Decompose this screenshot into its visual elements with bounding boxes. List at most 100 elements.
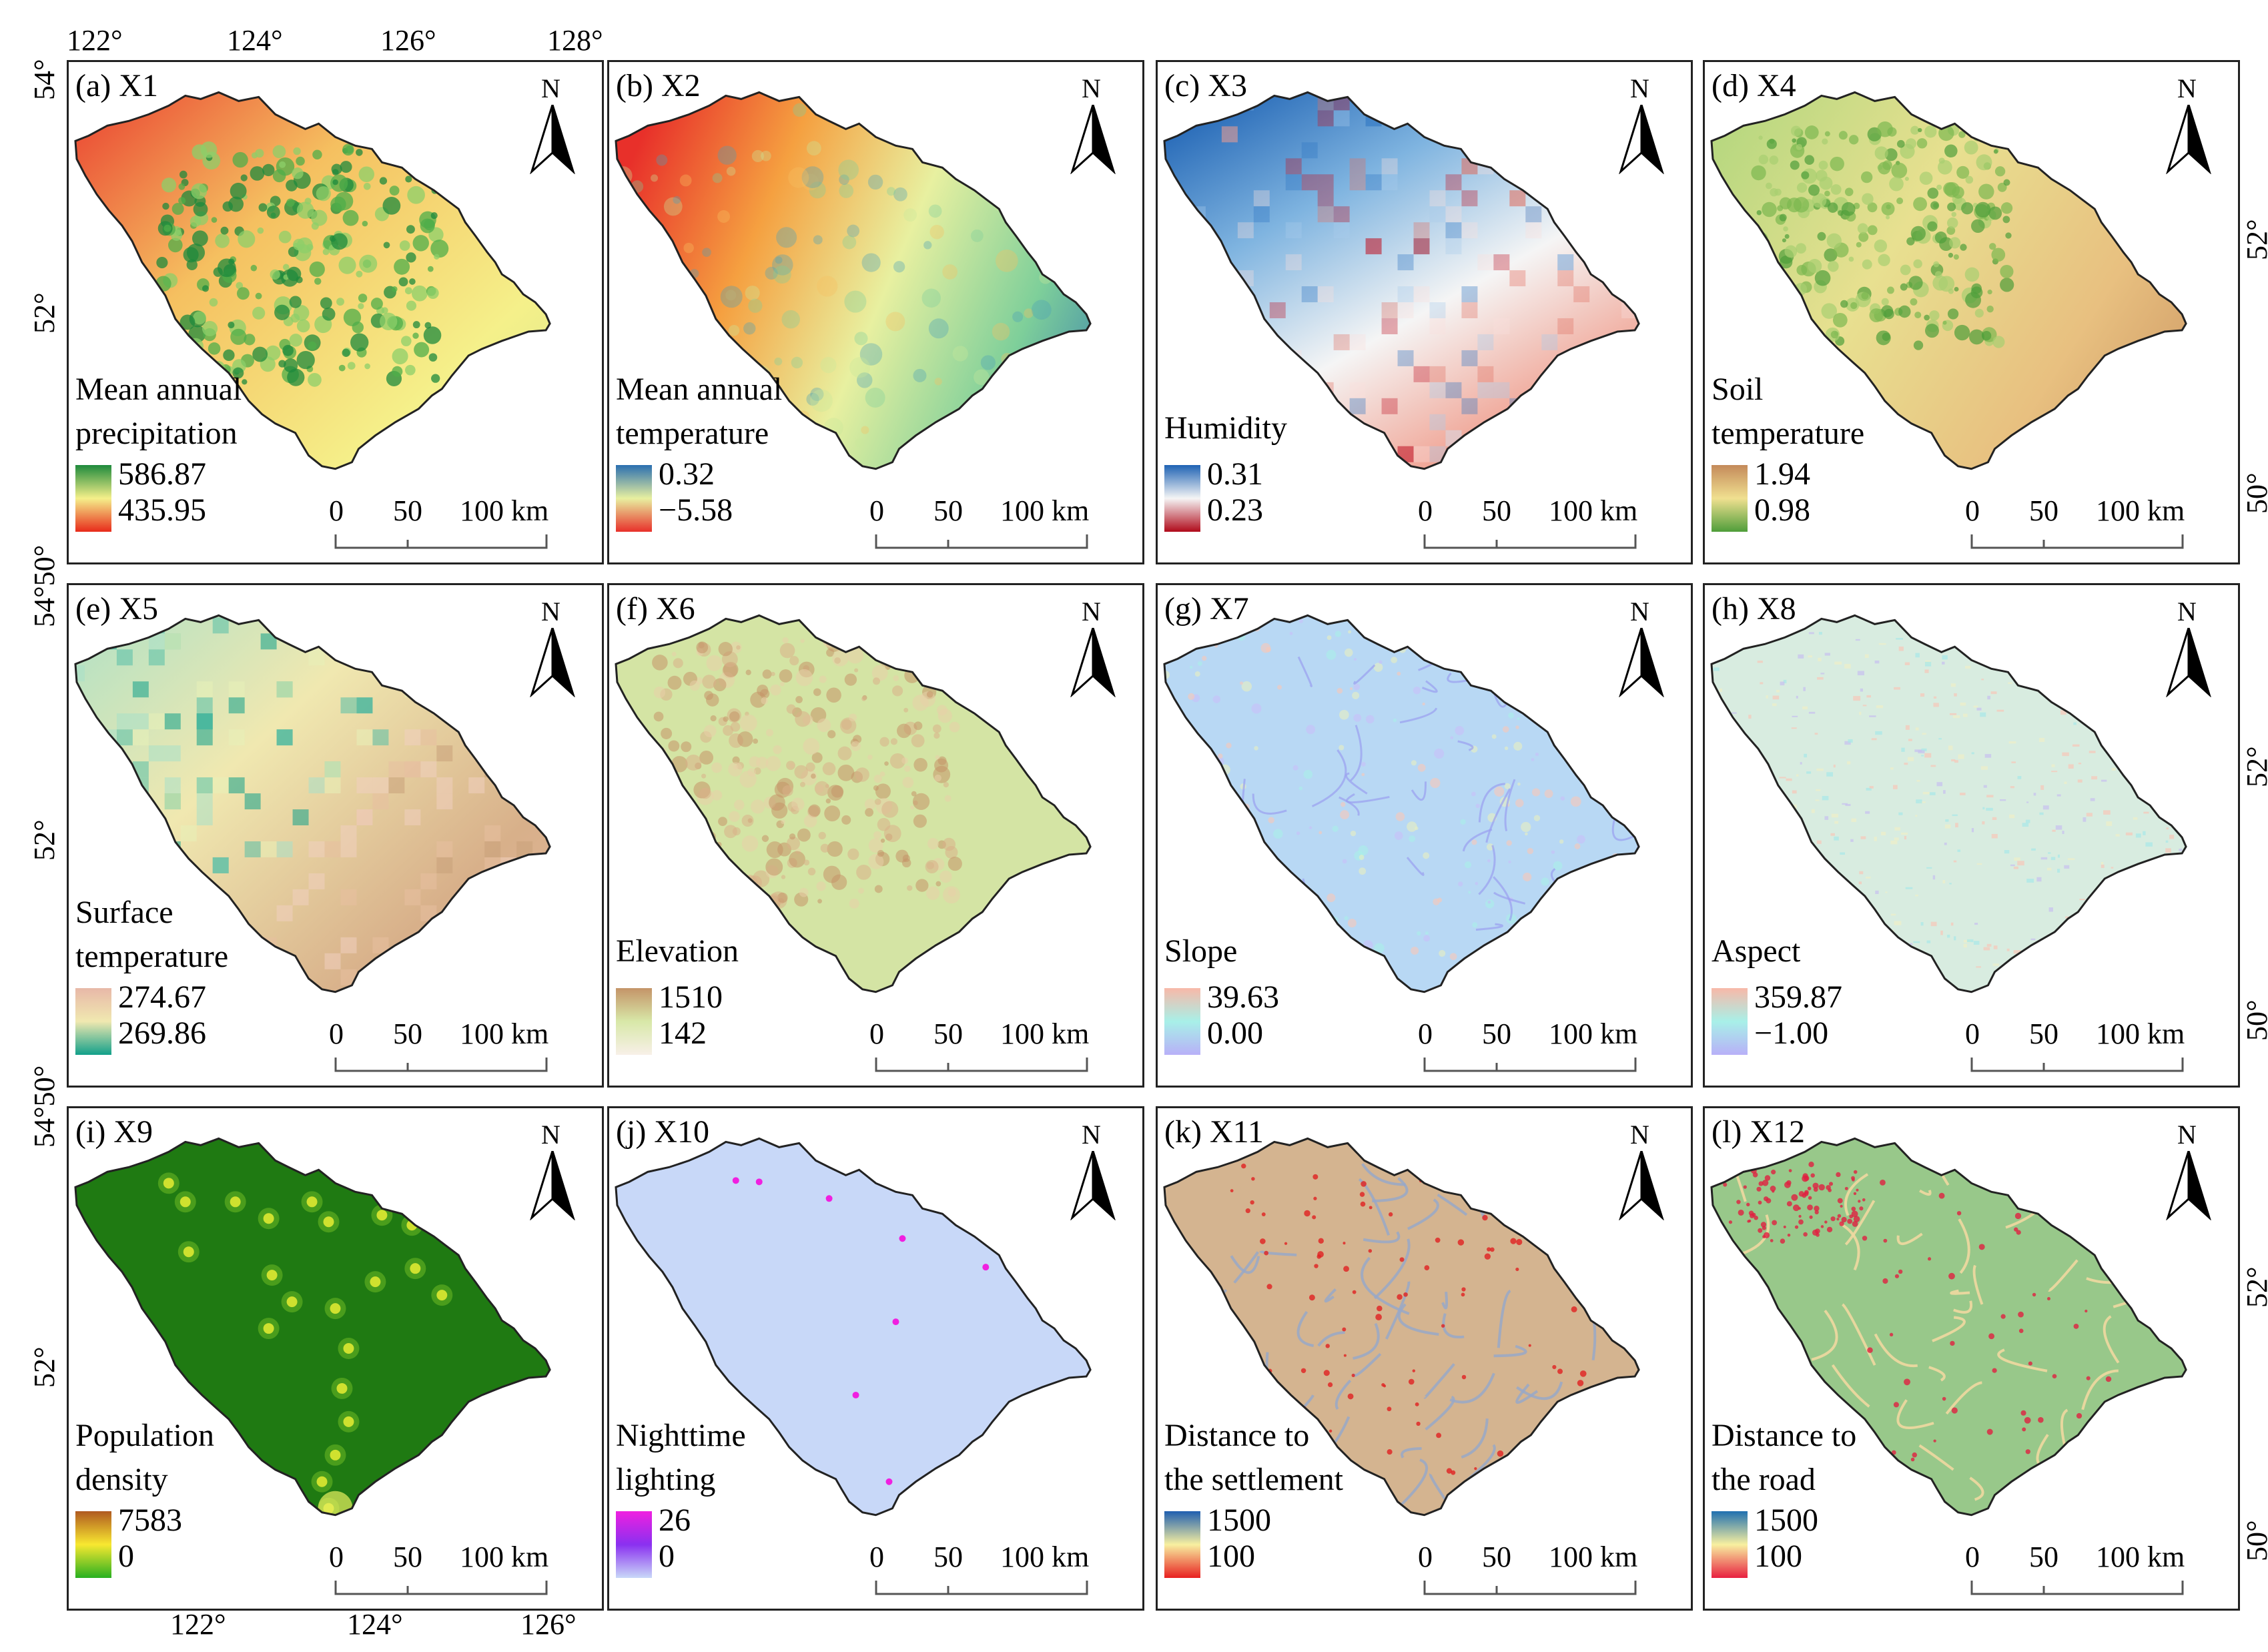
scale-end: 100 km	[1549, 1541, 1638, 1573]
north-arrow-icon	[2166, 628, 2211, 697]
scale-zero: 0	[1418, 494, 1433, 527]
scale-bar-line	[334, 1581, 548, 1595]
left-lat-label: 52°	[28, 292, 61, 334]
legend-min-value: −5.58	[659, 492, 733, 528]
north-arrow-icon	[1619, 105, 1664, 174]
scale-mid: 50	[2029, 494, 2058, 527]
north-letter: N	[1630, 73, 1649, 103]
scale-bar: 0 50 100 km	[1418, 494, 1698, 561]
region-map	[1163, 91, 1640, 470]
right-lat-label: 52°	[2241, 219, 2268, 260]
region-map	[1710, 614, 2187, 993]
bottom-lon-label: 122°	[170, 1608, 226, 1641]
scale-bar-line	[1970, 1581, 2184, 1595]
legend-title-line: temperature	[616, 416, 769, 451]
scale-bar: 0 50 100 km	[1965, 494, 2245, 561]
left-lat-label: 54°50°	[28, 1065, 61, 1148]
north-arrow: N	[1063, 74, 1123, 174]
scale-mid: 50	[933, 1541, 963, 1573]
right-lat-label: 50°	[2241, 472, 2268, 514]
left-lat-label: 54°	[28, 59, 61, 100]
legend-title-line: Nighttime	[616, 1418, 746, 1453]
region-map	[615, 1137, 1092, 1517]
region-map	[615, 614, 1092, 993]
scale-bar-line	[1970, 1058, 2184, 1072]
region-map	[74, 1137, 551, 1517]
scale-bar: 0 50 100 km	[329, 1017, 609, 1084]
scale-end: 100 km	[2096, 494, 2185, 527]
scale-bar-line	[875, 1058, 1088, 1072]
north-arrow: N	[522, 597, 583, 697]
legend-color-ramp	[1164, 988, 1200, 1055]
legend-min-value: 100	[1754, 1539, 1802, 1574]
map-panel-x9: (i) X9 N Population density 7583 0 0 50 100 km	[67, 1106, 604, 1611]
scale-bar-line	[1423, 1058, 1637, 1072]
legend-min-value: 269.86	[118, 1015, 206, 1051]
map-panel-x10: (j) X10 N Nighttime lighting 26 0 0 50 100 km	[607, 1106, 1144, 1611]
scale-end: 100 km	[1549, 1017, 1638, 1050]
scale-zero: 0	[1418, 1017, 1433, 1050]
map-panel-x1: (a) X1 N Mean annual precipitation 586.87 435…	[67, 60, 604, 564]
scale-mid: 50	[933, 494, 963, 527]
scale-mid: 50	[2029, 1017, 2058, 1050]
legend-min-value: 142	[659, 1015, 707, 1051]
legend-title-line: the road	[1712, 1462, 1816, 1497]
top-lon-label: 128°	[547, 24, 603, 57]
legend-title-line: Slope	[1164, 933, 1238, 969]
color-legend: 1.94 0.98	[1712, 456, 1965, 532]
scale-end: 100 km	[460, 1541, 549, 1573]
map-panel-x2: (b) X2 N Mean annual temperature 0.32 −5.58 0 5…	[607, 60, 1144, 564]
legend-color-ramp	[1712, 988, 1748, 1055]
legend-title-line: Distance to	[1712, 1418, 1857, 1453]
legend-color-ramp	[1712, 1511, 1748, 1578]
panel-title: (d) X4	[1712, 68, 1796, 103]
top-lon-label: 124°	[227, 24, 283, 57]
map-panel-x6: (f) X6 N Elevation 1510 142 0 50 100 km	[607, 583, 1144, 1088]
north-arrow-icon	[2166, 1151, 2211, 1220]
map-panel-x8: (h) X8 N Aspect 359.87 −1.00 0 50 100 km	[1703, 583, 2240, 1088]
north-arrow: N	[1611, 1120, 1671, 1220]
scale-zero: 0	[1965, 1541, 1980, 1573]
north-letter: N	[1630, 1120, 1649, 1150]
panel-title: (e) X5	[75, 591, 158, 627]
region-map	[1710, 91, 2187, 470]
region-map	[74, 614, 551, 993]
north-arrow: N	[1611, 74, 1671, 174]
top-lon-label: 126°	[380, 24, 436, 57]
scale-end: 100 km	[1549, 494, 1638, 527]
panel-title: (i) X9	[75, 1114, 153, 1150]
north-arrow-icon	[1619, 1151, 1664, 1220]
legend-max-value: 1510	[659, 979, 723, 1015]
legend-color-ramp	[616, 465, 652, 532]
legend-min-value: 0.98	[1754, 492, 1810, 528]
legend-max-value: 26	[659, 1503, 691, 1538]
scale-bar-line	[1423, 1581, 1637, 1595]
panel-title: (h) X8	[1712, 591, 1796, 627]
scale-bar: 0 50 100 km	[869, 1541, 1150, 1607]
scale-zero: 0	[869, 1541, 884, 1573]
legend-min-value: 0.00	[1207, 1015, 1263, 1051]
scale-zero: 0	[329, 1017, 344, 1050]
scale-mid: 50	[393, 1541, 422, 1573]
north-letter: N	[2177, 596, 2197, 627]
scale-mid: 50	[1482, 1017, 1511, 1050]
region-map	[1163, 614, 1640, 993]
legend-title-line: density	[75, 1462, 168, 1497]
scale-bar-line	[875, 534, 1088, 549]
scale-zero: 0	[1965, 1017, 1980, 1050]
scale-zero: 0	[869, 494, 884, 527]
scale-end: 100 km	[1000, 494, 1090, 527]
north-arrow: N	[2159, 74, 2219, 174]
legend-title-line: temperature	[75, 939, 229, 974]
scale-bar: 0 50 100 km	[329, 1541, 609, 1607]
color-legend: 1500 100	[1712, 1503, 1965, 1578]
color-legend: 0.32 −5.58	[616, 456, 869, 532]
legend-min-value: 100	[1207, 1539, 1255, 1574]
north-letter: N	[1630, 596, 1649, 627]
scale-bar: 0 50 100 km	[1965, 1541, 2245, 1607]
north-letter: N	[541, 596, 560, 627]
panel-title: (g) X7	[1164, 591, 1249, 627]
legend-max-value: 586.87	[118, 456, 206, 492]
panel-title: (f) X6	[616, 591, 695, 627]
color-legend: 359.87 −1.00	[1712, 979, 1965, 1055]
